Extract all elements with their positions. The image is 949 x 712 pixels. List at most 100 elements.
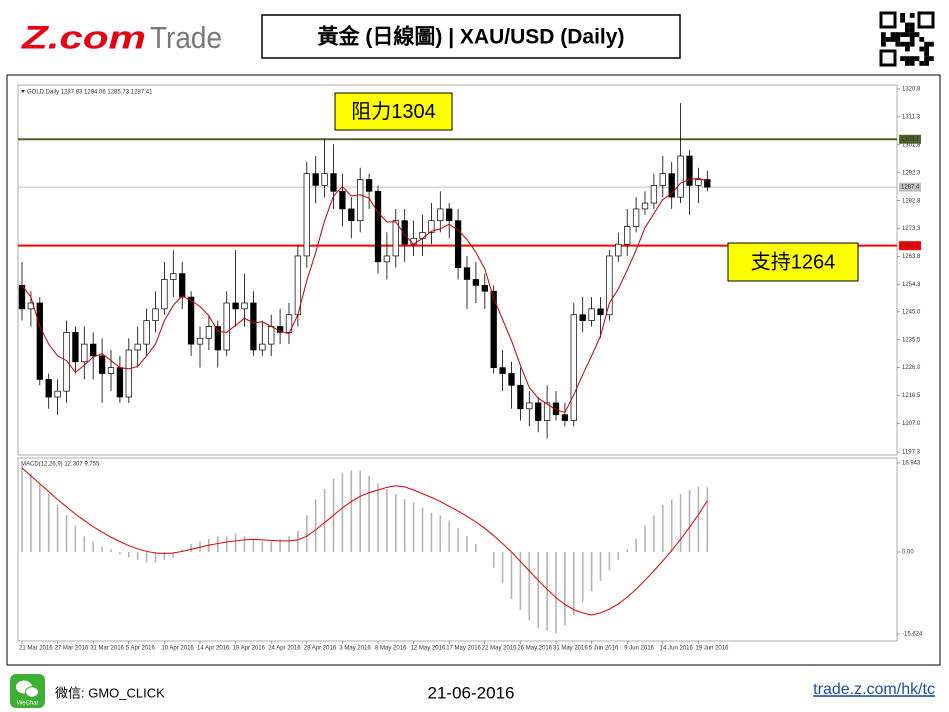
candle-body [695,179,702,186]
candle-body [463,267,471,280]
candle-body [428,220,435,233]
candle-body [357,179,364,222]
qr-module [909,22,915,28]
qr-module [924,51,929,57]
x-tick-label: 5 Apr 2016 [126,646,156,652]
qr-module [905,61,910,66]
candle-body [63,332,70,392]
candle-body [446,208,453,222]
qr-module [900,56,905,61]
candle-body [90,343,97,357]
level-tag [899,134,921,144]
level-tag [899,241,921,251]
candle-body [107,367,115,374]
moving-average-line [21,177,708,413]
qr-finder [879,49,897,67]
candle-body [18,284,26,310]
candle-body [615,243,622,257]
y-tick-label: 1311.3 [902,115,921,121]
candle-body [543,402,551,421]
candle-body [250,302,257,351]
qr-module [914,32,920,37]
qr-module [909,41,915,47]
qr-code [879,11,935,67]
qr-module [905,27,910,33]
x-tick-label: 21 Mar 2016 [19,646,53,652]
candle-body [650,185,658,204]
qr-module [924,46,929,52]
qr-module [919,37,925,42]
candle-body [472,279,480,286]
y-tick-label: 1254.3 [902,282,921,288]
candle-body [72,332,79,363]
candle-body [419,232,426,239]
candle-body [606,255,613,316]
qr-module [909,32,915,37]
qr-module [900,41,905,47]
logo-trade: Trade [150,20,222,55]
candle-body [365,179,373,192]
level-label: 1287.4 [901,185,920,191]
x-tick-label: 14 Apr 2016 [197,646,230,652]
candle-body [374,190,382,263]
candle-body [125,349,132,398]
y-tick-label: 1273.3 [902,226,921,232]
qr-module [881,41,886,47]
candle-body [241,302,248,310]
candle-body [624,226,631,245]
qr-module [905,46,910,52]
y-tick-label: 1301.8 [902,142,921,148]
candle-body [303,173,310,257]
website-link[interactable]: trade.z.com/hk/tc [813,681,935,698]
candle-body [152,308,159,321]
qr-module [909,56,915,61]
candle-body [561,414,569,421]
qr-module [924,56,929,61]
candle-body [223,302,230,351]
candle-body [570,314,577,421]
candle-body [588,308,595,321]
candle-body [526,402,533,410]
qr-module [890,37,896,42]
macd-label: MACD(12,26,9) 12.307 9.755 [21,462,100,468]
x-tick-label: 12 May 2016 [411,646,446,652]
candle-body [312,173,319,186]
info-arrow [21,90,25,93]
macd-tick-label: 0.00 [902,550,914,556]
candle-body [401,220,408,245]
annotation-box [334,92,453,131]
x-tick-label: 8 May 2016 [375,646,407,652]
chart-title: 黃金 (日線圖) | XAU/USD (Daily) [318,25,625,49]
qr-module [895,32,901,37]
x-tick-label: 19 Apr 2016 [233,646,266,652]
wechat-bubble [25,686,39,698]
wechat-id: 微信: GMO_CLICK [55,685,165,700]
candle-body [339,190,346,210]
candle-body [214,326,221,351]
x-tick-label: 19 Jun 2016 [695,646,729,652]
candle-body [232,302,239,310]
y-tick-label: 1245.0 [902,309,921,315]
qr-module [881,37,886,42]
candle-body [490,290,497,368]
qr-module [929,56,934,61]
qr-module [885,37,891,42]
candle-body [454,220,462,269]
candle-body [54,390,61,398]
x-tick-label: 9 Jun 2016 [624,646,654,652]
candle-body [517,384,524,410]
macd-tick-label: 16.943 [902,461,921,467]
candle-body [45,379,52,398]
qr-module [895,37,901,42]
candle-body [321,173,328,186]
qr-finder [917,11,935,29]
title-box [261,14,681,59]
y-tick-label: 1282.8 [902,198,921,204]
candle-body [508,373,515,386]
qr-module [905,32,910,37]
qr-module [881,32,886,37]
y-tick-label: 1197.3 [902,450,921,456]
y-tick-label: 1216.5 [902,393,921,399]
x-tick-label: 31 Mar 2016 [90,646,124,652]
